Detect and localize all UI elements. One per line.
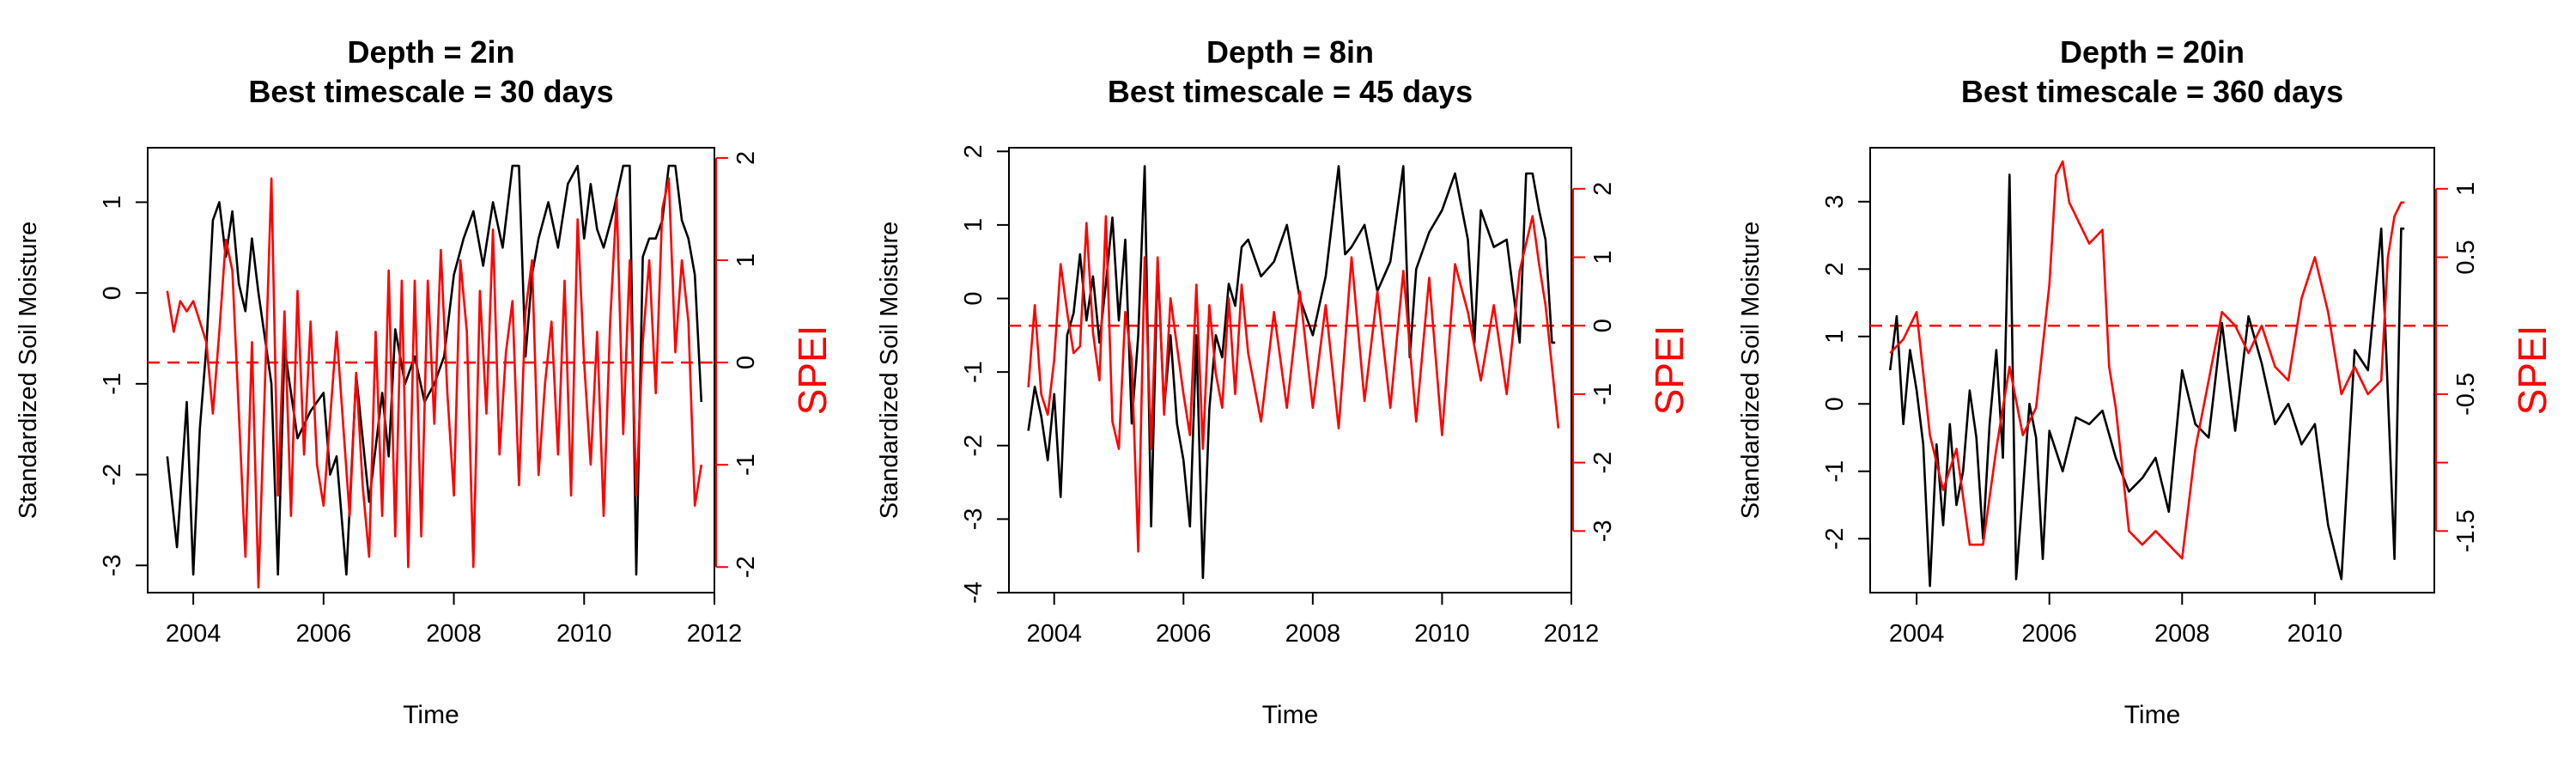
soil-moisture-series-line (1888, 173, 2405, 587)
x-tick-label: 2004 (1026, 620, 1082, 648)
y-axis-label-left: Standardized Soil Moisture (15, 222, 42, 520)
chart-title-line2: Best timescale = 45 days (1108, 74, 1473, 109)
x-tick-label: 2004 (1889, 620, 1945, 648)
x-tick-label: 2004 (166, 620, 222, 648)
y-tick-label-left: 1 (960, 218, 987, 232)
x-tick-label: 2010 (556, 620, 612, 648)
x-axis-label: Time (403, 701, 459, 729)
chart-title-line1: Depth = 20in (2060, 34, 2245, 70)
y-tick-label-left: 2 (1821, 262, 1849, 276)
spei-series-line (166, 177, 703, 589)
y-axis-label-right: SPEI (2510, 326, 2555, 416)
y-tick-label-right: -2 (732, 556, 760, 578)
chart-panel-1: Depth = 2in Best timescale = 30 days 2004 2… (15, 34, 835, 729)
x-tick-label: 2010 (2287, 620, 2343, 648)
y-tick-label-right: 2 (732, 151, 760, 165)
x-tick-label: 2006 (2021, 620, 2077, 648)
y-tick-label-right: -3 (1589, 520, 1617, 542)
soil-moisture-series-line (1027, 165, 1556, 580)
y-tick-label-left: -3 (960, 508, 987, 530)
chart-title-line2: Best timescale = 30 days (248, 74, 613, 109)
y-tick-label-left: 3 (1821, 195, 1849, 209)
y-tick-label-left: -1 (960, 361, 987, 383)
y-tick-label-left: 0 (960, 291, 987, 305)
y-tick-label-left: 1 (1821, 330, 1849, 344)
y-tick-label-right: -1.5 (2452, 509, 2480, 552)
soil-moisture-series-line (166, 164, 703, 576)
y-axis-label-left: Standardized Soil Moisture (876, 222, 903, 520)
y-tick-label-left: 0 (99, 286, 126, 300)
x-tick-label: 2006 (296, 620, 352, 648)
chart-title-line2: Best timescale = 360 days (1961, 74, 2343, 109)
y-axis-label-right: SPEI (790, 326, 835, 416)
y-tick-label-left: 0 (1821, 397, 1849, 411)
y-tick-label-left: 2 (960, 144, 987, 158)
y-tick-label-right: 0 (1589, 319, 1617, 332)
x-axis-label: Time (1262, 701, 1319, 729)
x-tick-label: 2012 (1544, 620, 1600, 648)
x-tick-label: 2012 (687, 620, 743, 648)
y-tick-label-left: -2 (1821, 527, 1849, 550)
y-tick-label-left: 1 (99, 195, 126, 209)
x-tick-label: 2006 (1156, 620, 1212, 648)
chart-title-line1: Depth = 2in (347, 34, 514, 70)
y-tick-label-right: 2 (1589, 182, 1617, 196)
y-tick-label-right: 1 (732, 253, 760, 267)
spei-series-line (1027, 215, 1560, 553)
x-tick-label: 2008 (2154, 620, 2210, 648)
y-tick-label-right: 0.5 (2452, 240, 2480, 274)
spei-series-line (1889, 160, 2405, 560)
y-axis-label-right: SPEI (1647, 326, 1692, 416)
y-axis-label-left: Standardized Soil Moisture (1737, 222, 1765, 520)
y-tick-label-left: -3 (99, 554, 126, 576)
y-tick-label-left: -2 (960, 435, 987, 457)
y-tick-label-right: 0 (732, 356, 760, 369)
x-tick-label: 2008 (426, 620, 482, 648)
chart-panel-2: Depth = 8in Best timescale = 45 days 2004 2… (876, 34, 1692, 729)
plot-frame (1869, 147, 2435, 593)
plot-frame (147, 147, 715, 593)
y-tick-label-left: -1 (99, 373, 126, 395)
y-tick-label-right: -0.5 (2452, 373, 2480, 416)
chart-title-line1: Depth = 8in (1206, 34, 1374, 70)
y-tick-label-right: -2 (1589, 452, 1617, 474)
y-tick-label-right: -1 (732, 453, 760, 476)
y-tick-label-left: -2 (99, 464, 126, 486)
plot-frame (1008, 147, 1572, 593)
x-tick-label: 2008 (1285, 620, 1341, 648)
y-tick-label-left: -4 (960, 581, 987, 604)
y-tick-label-right: -1 (1589, 383, 1617, 405)
y-tick-label-right: 1 (1589, 250, 1617, 264)
x-tick-label: 2010 (1414, 620, 1470, 648)
y-tick-label-left: -1 (1821, 460, 1849, 483)
y-tick-label-right: 1 (2452, 182, 2480, 196)
x-axis-label: Time (2124, 701, 2181, 729)
